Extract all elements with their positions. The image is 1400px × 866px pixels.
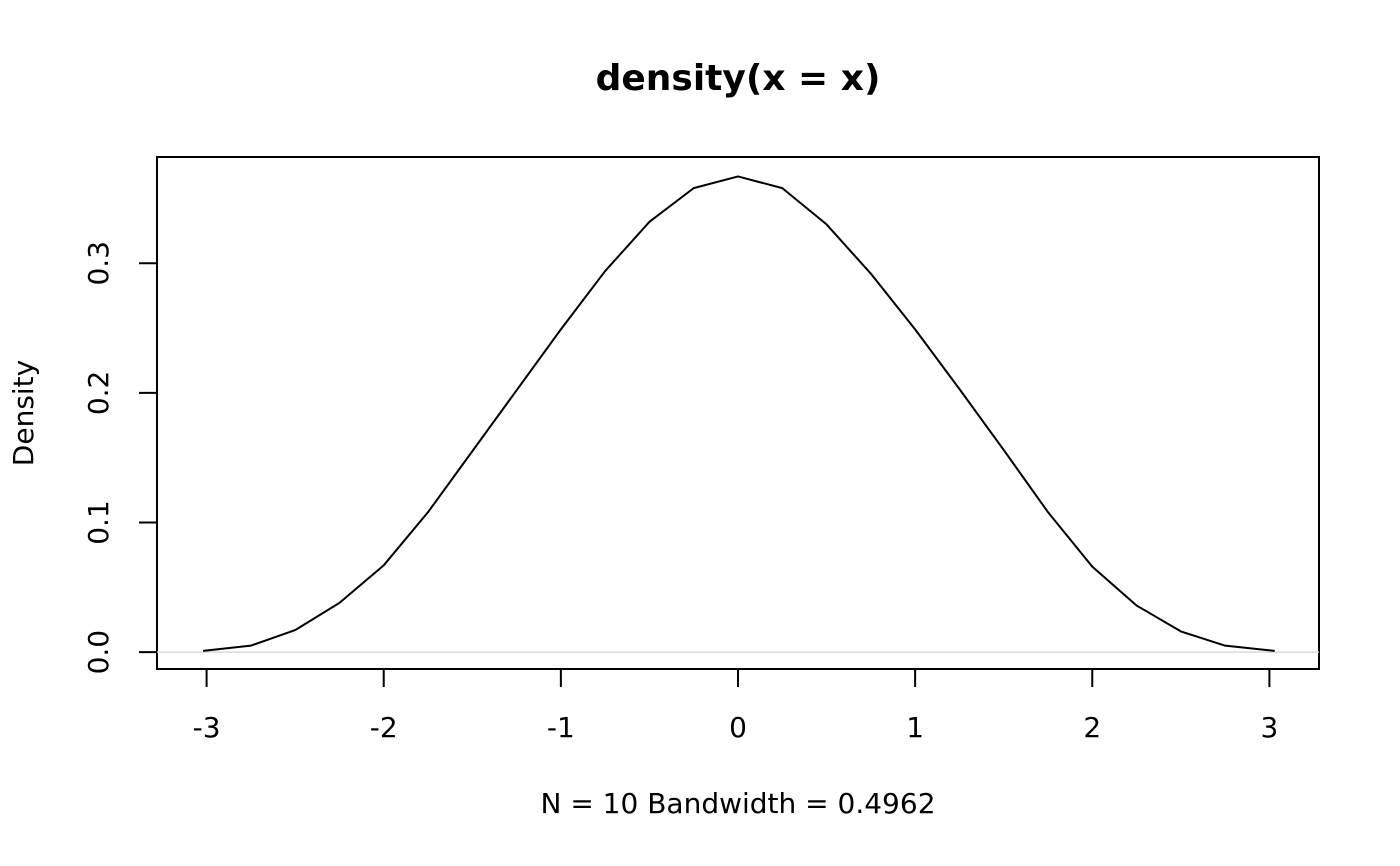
x-tick-label: 2 <box>1083 711 1101 744</box>
y-tick-label: 0.3 <box>82 241 115 286</box>
x-tick-label: 1 <box>906 711 924 744</box>
plot-frame <box>156 156 1320 670</box>
x-tick-label: -2 <box>370 711 398 744</box>
x-tick-label: 3 <box>1260 711 1278 744</box>
x-tick-label: -3 <box>193 711 221 744</box>
y-tick-label: 0.1 <box>82 500 115 545</box>
x-axis-label: N = 10 Bandwidth = 0.4962 <box>540 787 935 820</box>
chart-title: density(x = x) <box>596 58 881 99</box>
y-tick-label: 0.0 <box>82 630 115 675</box>
y-tick-label: 0.2 <box>82 371 115 416</box>
x-tick-label: 0 <box>729 711 747 744</box>
density-line <box>202 175 1275 652</box>
y-axis-label: Density <box>7 360 40 466</box>
x-tick-label: -1 <box>547 711 575 744</box>
